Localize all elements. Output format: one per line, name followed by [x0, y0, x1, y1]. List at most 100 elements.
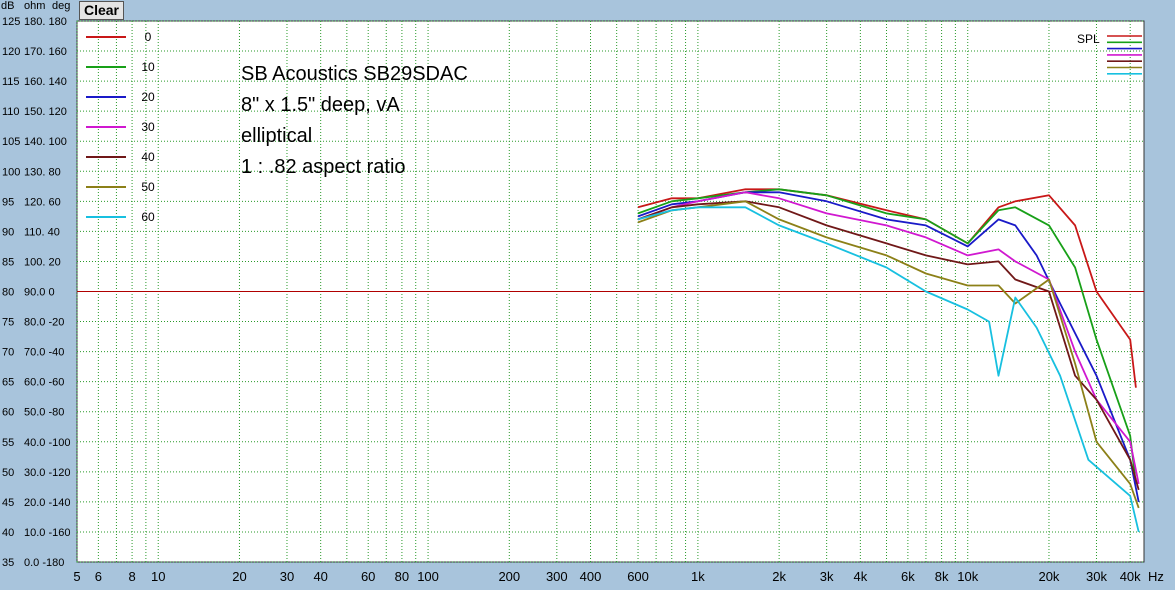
- x-axis-labels: 5 6 8 10 20 30 40 60 80 100 200 300 400 600 1k 2k 3k 4k 6k…: [73, 569, 1141, 584]
- legend: 0 10 20 30 40 50 60: [86, 30, 155, 224]
- x-tick-label: 5: [73, 569, 80, 584]
- y-axis-labels: 125 180. 180 120 170. 160 115 160. 140 110 150.…: [2, 16, 70, 569]
- y-tick-ohm-deg: 70.0 -40: [24, 347, 64, 359]
- annotation-line: elliptical: [241, 125, 312, 147]
- y-tick-ohm-deg: 30.0 -120: [24, 467, 70, 479]
- legend-label: 60: [141, 210, 155, 224]
- y-tick-label: 95 120. 60: [2, 196, 61, 208]
- annotation-line: 8" x 1.5" deep, vA: [241, 94, 400, 116]
- y-tick-db: 60: [2, 407, 14, 419]
- x-tick-label: 8: [128, 569, 135, 584]
- y-tick-ohm-deg: 180. 180: [24, 16, 67, 28]
- legend-label: 30: [141, 120, 155, 134]
- y-tick-label: 120 170. 160: [2, 46, 67, 58]
- y-tick-ohm-deg: 130. 80: [24, 166, 61, 178]
- series-line: [637, 200, 1140, 509]
- legend-item: 10: [86, 60, 155, 74]
- y-tick-ohm-deg: 60.0 -60: [24, 377, 64, 389]
- series-line: [637, 191, 1140, 485]
- y-tick-label: 65 60.0 -60: [2, 377, 64, 389]
- x-tick-label: 100: [417, 569, 439, 584]
- x-tick-label: 300: [546, 569, 568, 584]
- y-tick-label: 55 40.0 -100: [2, 437, 70, 449]
- legend-item: 20: [86, 90, 155, 104]
- y-tick-db: 35: [2, 557, 14, 569]
- legend-label: 50: [141, 180, 155, 194]
- y-tick-label: 50 30.0 -120: [2, 467, 70, 479]
- legend-label: 20: [141, 90, 155, 104]
- y-tick-ohm-deg: 80.0 -20: [24, 317, 64, 329]
- x-tick-label: 2k: [772, 569, 786, 584]
- y-tick-ohm-deg: 20.0 -140: [24, 497, 70, 509]
- y-tick-db: 40: [2, 527, 14, 539]
- x-tick-label: 6: [95, 569, 102, 584]
- y-tick-ohm-deg: 110. 40: [24, 226, 60, 238]
- legend-label: 10: [141, 60, 155, 74]
- legend-label: 40: [141, 150, 155, 164]
- axis-header-deg: deg: [52, 0, 70, 12]
- x-tick-label: 1k: [691, 569, 705, 584]
- x-tick-label: 10: [151, 569, 165, 584]
- y-tick-label: 80 90.0 0: [2, 287, 55, 299]
- annotation-line: SB Acoustics SB29SDAC: [241, 63, 468, 85]
- y-tick-ohm-deg: 170. 160: [24, 46, 67, 58]
- y-tick-db: 110: [2, 106, 20, 118]
- y-tick-db: 90: [2, 226, 14, 238]
- y-tick-ohm-deg: 160. 140: [24, 76, 67, 88]
- y-tick-label: 60 50.0 -80: [2, 407, 64, 419]
- series-line: [637, 188, 1137, 485]
- y-tick-ohm-deg: 120. 60: [24, 196, 61, 208]
- x-tick-label: 3k: [820, 569, 834, 584]
- x-tick-label: 4k: [853, 569, 867, 584]
- y-tick-db: 120: [2, 46, 20, 58]
- legend-item: 30: [86, 120, 155, 134]
- legend-item: 0: [86, 30, 152, 44]
- x-tick-label: 10k: [957, 569, 978, 584]
- clear-button[interactable]: Clear: [79, 1, 124, 20]
- y-tick-label: 40 10.0 -160: [2, 527, 70, 539]
- x-tick-label: 20k: [1038, 569, 1059, 584]
- y-tick-db: 95: [2, 196, 14, 208]
- y-tick-label: 100 130. 80: [2, 166, 61, 178]
- y-tick-label: 125 180. 180: [2, 16, 67, 28]
- y-tick-db: 50: [2, 467, 14, 479]
- x-tick-label: 600: [627, 569, 649, 584]
- x-tick-label: 80: [395, 569, 409, 584]
- curves: [637, 188, 1140, 533]
- y-tick-label: 115 160. 140: [2, 76, 67, 88]
- annotation-line: 1 : .82 aspect ratio: [241, 156, 406, 178]
- y-tick-ohm-deg: 90.0 0: [24, 287, 55, 299]
- y-tick-label: 75 80.0 -20: [2, 317, 64, 329]
- axis-header-ohm: ohm: [24, 0, 45, 12]
- series-line: [637, 206, 1140, 533]
- legend-label: 0: [145, 30, 152, 44]
- y-tick-db: 75: [2, 317, 14, 329]
- y-tick-db: 125: [2, 16, 20, 28]
- x-tick-label: 200: [498, 569, 520, 584]
- axis-header-db: dB: [1, 0, 14, 12]
- y-tick-db: 45: [2, 497, 14, 509]
- spl-legend: SPL: [1077, 32, 1142, 75]
- y-tick-label: 90 110. 40: [2, 226, 60, 238]
- x-tick-label: 6k: [901, 569, 915, 584]
- y-tick-db: 80: [2, 287, 14, 299]
- y-tick-db: 85: [2, 256, 14, 268]
- y-tick-ohm-deg: 140. 100: [24, 136, 67, 148]
- y-tick-db: 70: [2, 347, 14, 359]
- x-tick-label: 30: [280, 569, 294, 584]
- x-tick-label: 40k: [1120, 569, 1141, 584]
- legend-item: 50: [86, 180, 155, 194]
- y-tick-label: 70 70.0 -40: [2, 347, 64, 359]
- x-tick-label: 20: [232, 569, 246, 584]
- x-tick-label: 8k: [935, 569, 949, 584]
- legend-item: 60: [86, 210, 155, 224]
- y-tick-db: 55: [2, 437, 14, 449]
- y-tick-ohm-deg: 40.0 -100: [24, 437, 70, 449]
- y-tick-label: 105 140. 100: [2, 136, 67, 148]
- annotation: SB Acoustics SB29SDAC 8" x 1.5" deep, vA e…: [241, 63, 468, 178]
- y-tick-db: 105: [2, 136, 20, 148]
- x-tick-label: 30k: [1086, 569, 1107, 584]
- y-tick-label: 35 0.0 -180: [2, 557, 64, 569]
- y-tick-label: 110 150. 120: [2, 106, 67, 118]
